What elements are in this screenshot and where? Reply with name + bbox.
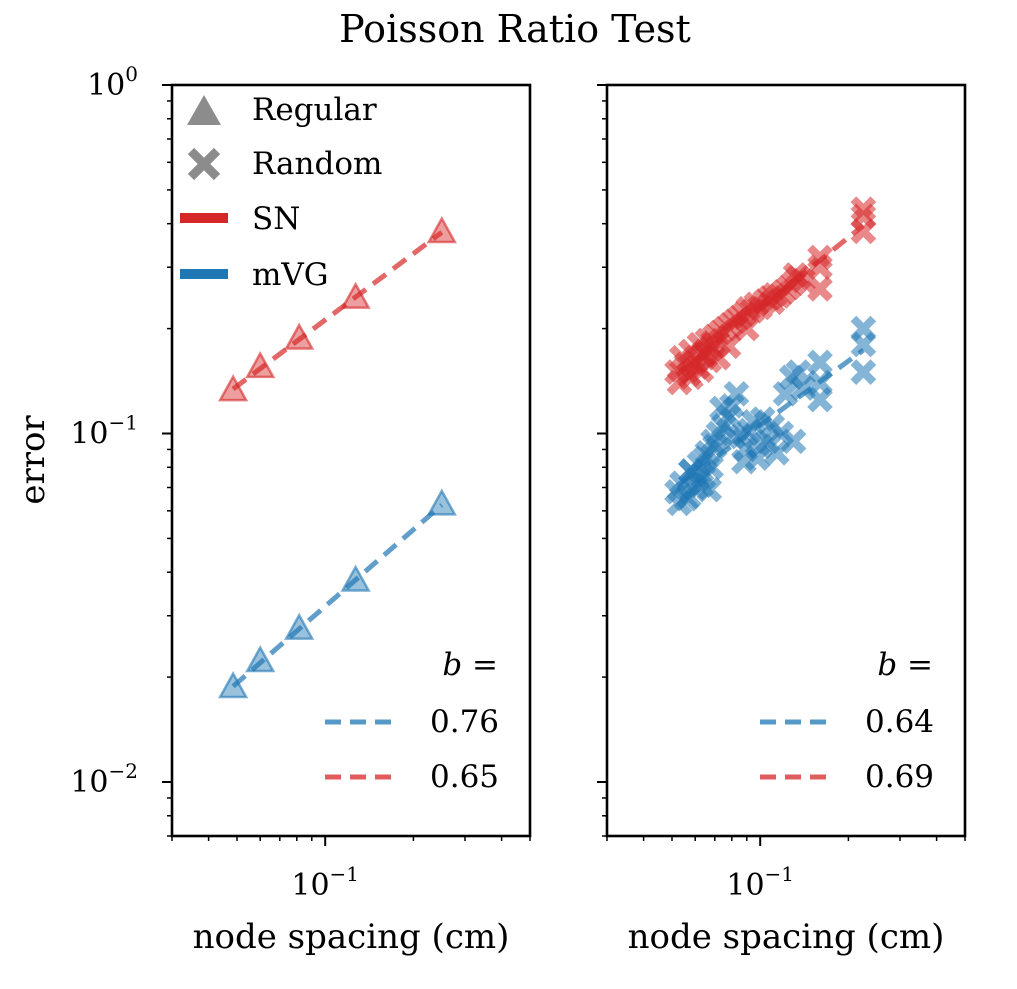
left-fit-legend: b = 0.76 0.65 (325, 647, 499, 795)
right-ticks: 10−1 (597, 84, 966, 903)
data-point-x (759, 289, 786, 316)
legend-label-mvg: mVG (252, 257, 329, 293)
data-point-triangle (245, 645, 276, 673)
data-point-x (720, 423, 747, 450)
data-point-x (733, 315, 760, 342)
data-point-triangle (218, 374, 249, 402)
y-axis-label: error (13, 415, 53, 505)
right-fit-label-sn: 0.69 (865, 759, 934, 795)
data-point-x (782, 262, 809, 288)
y-tick-label: 10−1 (70, 411, 138, 452)
data-point-x (807, 244, 833, 271)
data-point-x (807, 276, 833, 302)
data-point-triangle (426, 488, 457, 516)
fit-line-mvg (231, 503, 444, 689)
x-tick-label: 10−1 (291, 862, 359, 903)
y-tick-label: 100 (87, 62, 138, 103)
chart-title: Poisson Ratio Test (339, 7, 691, 51)
fit-line-sn (231, 230, 444, 391)
data-point-x (785, 359, 812, 385)
y-tick-label: 10−2 (70, 759, 138, 800)
left-x-axis-label: node spacing (cm) (193, 917, 510, 957)
x-tick-label: 10−1 (726, 862, 794, 903)
data-point-triangle (218, 671, 249, 699)
data-point-triangle (340, 564, 371, 592)
right-fit-header: b = (877, 647, 933, 683)
right-x-axis-label: node spacing (cm) (628, 917, 945, 957)
right-axes-frame (605, 83, 967, 838)
data-point-triangle (284, 322, 315, 350)
data-point-x (807, 349, 833, 376)
data-point-x (772, 380, 799, 407)
left-fit-label-sn: 0.65 (430, 759, 499, 795)
data-point-x (850, 196, 877, 223)
data-point-x (715, 333, 742, 360)
data-point-triangle (284, 612, 315, 640)
data-point-x (696, 347, 723, 374)
data-point-x (850, 203, 877, 230)
left-ticks: 10−1 100 10−1 10−2 (70, 62, 531, 903)
data-point-triangle (245, 350, 276, 379)
right-panel: 10−1 node spacing (cm) b = 0.64 0.69 (597, 83, 967, 957)
data-point-x (709, 395, 735, 422)
data-point-x (696, 476, 723, 503)
x-icon (187, 147, 221, 181)
left-fit-label-mvg: 0.76 (430, 704, 499, 740)
right-fit-legend: b = 0.64 0.69 (760, 647, 934, 795)
triangle-icon (187, 95, 221, 125)
legend-label-random: Random (252, 146, 382, 182)
marker-legend: Regular Random SN mVG (180, 92, 382, 293)
right-data-marks (664, 196, 877, 517)
data-point-x (850, 315, 877, 342)
left-fit-header: b = (442, 647, 498, 683)
left-data-marks (218, 216, 457, 699)
left-axes-frame (170, 83, 532, 838)
data-point-triangle (340, 281, 371, 309)
data-point-x (807, 369, 833, 396)
data-point-x (850, 359, 877, 385)
legend-label-sn: SN (252, 201, 300, 237)
legend-label-regular: Regular (252, 92, 377, 128)
data-point-x (747, 433, 774, 459)
right-fit-label-mvg: 0.64 (865, 704, 934, 740)
data-point-x (780, 428, 807, 455)
data-point-triangle (426, 216, 457, 244)
